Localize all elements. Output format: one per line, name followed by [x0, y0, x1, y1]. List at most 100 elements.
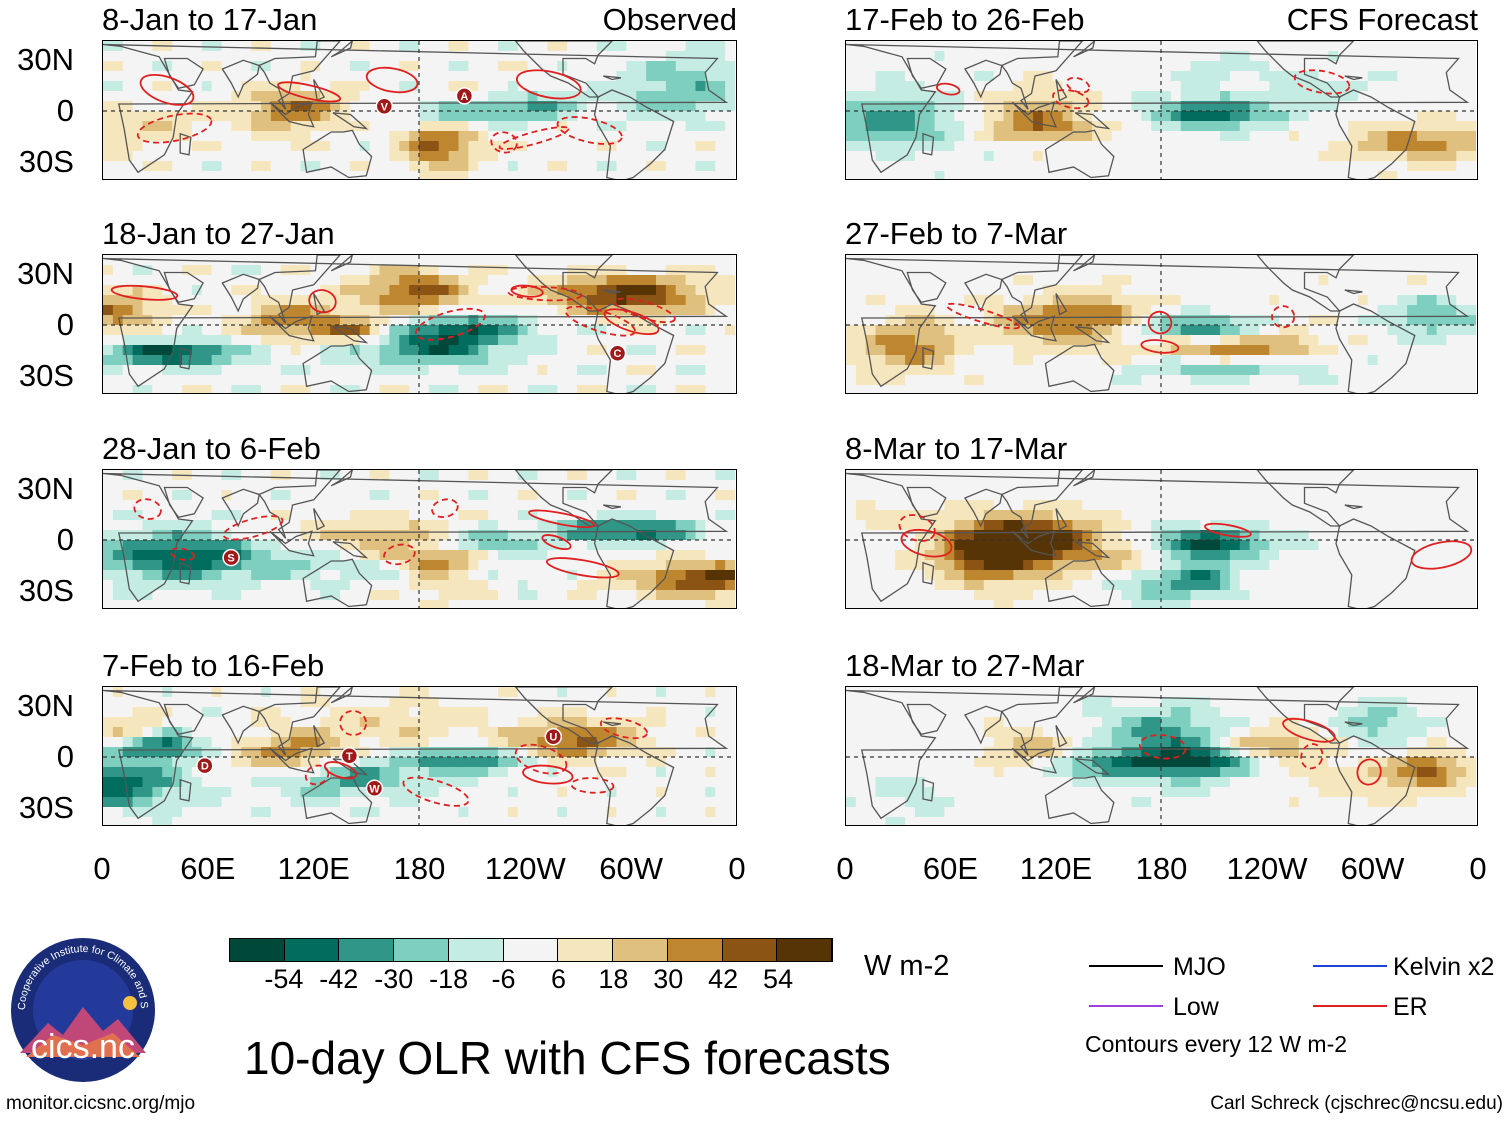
- lat-label: 30N: [17, 688, 74, 723]
- coastline: [1011, 315, 1058, 342]
- er-contour: [556, 116, 623, 145]
- coastline: [1000, 470, 1084, 539]
- coastline: [922, 346, 935, 370]
- coastline: [906, 57, 947, 90]
- coastline: [1044, 343, 1115, 393]
- lon-label: 0: [836, 851, 854, 886]
- coastline: [179, 778, 192, 802]
- coastline: [1074, 541, 1111, 559]
- coastline: [313, 725, 326, 748]
- er-contour: [1204, 522, 1252, 538]
- lat-label: 30S: [18, 573, 74, 608]
- coastline: [258, 687, 341, 756]
- coastline: [1335, 518, 1416, 608]
- coastline: [593, 735, 675, 825]
- storm-marker: [608, 344, 627, 362]
- coastline: [1000, 41, 1084, 110]
- er-contour: [133, 498, 162, 520]
- er-contour: [1065, 76, 1091, 94]
- olr-field: [103, 687, 735, 825]
- lon-label: 0: [93, 851, 111, 886]
- lat-label: 30N: [17, 471, 74, 506]
- olr-map: [846, 687, 1476, 825]
- olr-map: C: [103, 255, 735, 393]
- coastline: [332, 541, 369, 559]
- er-contour: [900, 528, 953, 558]
- er-contour: [1052, 89, 1090, 110]
- er-contour: [614, 297, 676, 324]
- storm-marker: [544, 727, 563, 746]
- er-contour: [304, 764, 330, 786]
- coastline: [906, 271, 947, 304]
- coastline: [269, 747, 315, 774]
- coastline: [922, 778, 935, 802]
- coastline: [221, 488, 260, 528]
- coastline: [1335, 89, 1416, 179]
- er-contour: [1356, 758, 1382, 786]
- coastline: [1335, 735, 1416, 825]
- coastline: [302, 558, 373, 608]
- er-contour: [1271, 305, 1296, 329]
- lat-label: 30S: [18, 144, 74, 179]
- coastline: [1055, 293, 1068, 316]
- colorbar-tick-label: -6: [491, 964, 516, 994]
- lon-label: 60W: [599, 851, 664, 886]
- lat-label: 0: [56, 739, 74, 774]
- coastline: [1011, 101, 1058, 128]
- coastline: [179, 561, 192, 585]
- er-contour: [599, 717, 648, 740]
- panel-title: 27-Feb to 7-Mar: [845, 216, 1068, 251]
- colorbar-tick-label: 6: [550, 964, 566, 994]
- coastline: [922, 132, 935, 156]
- coastline: [1256, 470, 1355, 527]
- coastline: [1344, 504, 1363, 510]
- storm-marker: [455, 87, 474, 105]
- coastline: [330, 41, 353, 58]
- coastline: [179, 132, 192, 156]
- coastline: [593, 518, 675, 608]
- coastline: [1073, 41, 1096, 58]
- coastline: [313, 508, 326, 531]
- coastline: [258, 255, 341, 324]
- colorbar: [229, 938, 833, 962]
- coastline: [906, 703, 947, 736]
- coastline: [964, 59, 1003, 99]
- coastline: [1044, 775, 1115, 825]
- panel-title: 28-Jan to 6-Feb: [102, 431, 321, 466]
- er-contour: [169, 547, 195, 561]
- colorbar-swatch: [558, 939, 614, 961]
- er-contour: [528, 509, 596, 529]
- coastline: [593, 89, 675, 179]
- coastline: [1074, 112, 1111, 130]
- lat-label: 0: [56, 307, 74, 342]
- er-contour: [110, 284, 179, 301]
- panel-title: 7-Feb to 16-Feb: [102, 648, 325, 683]
- legend-label-kelvin: Kelvin x2: [1393, 953, 1495, 981]
- coastline: [603, 75, 622, 81]
- lon-label: 120W: [1226, 851, 1308, 886]
- cics-logo-graphic: Cooperative Institute for Climate and Sa…: [5, 926, 155, 1082]
- legend-label-low: Low: [1173, 993, 1219, 1021]
- er-contour: [522, 764, 574, 785]
- forecast-label: CFS Forecast: [1286, 2, 1478, 37]
- panel-title: 18-Mar to 27-Mar: [845, 648, 1085, 683]
- coastline: [330, 687, 353, 704]
- colorbar-swatch: [230, 939, 285, 961]
- legend-label-mjo: MJO: [1173, 953, 1226, 981]
- storm-marker-letter: S: [227, 553, 234, 565]
- er-contour: [510, 284, 544, 298]
- lat-label: 0: [56, 522, 74, 557]
- panel-title: 8-Jan to 17-Jan: [102, 2, 318, 37]
- legend-line-low: [1089, 1005, 1163, 1007]
- coastline: [163, 486, 204, 519]
- cics-logo: Cooperative Institute for Climate and Sa…: [5, 926, 158, 1085]
- legend-line-er: [1313, 1005, 1387, 1007]
- coastline: [1073, 255, 1096, 272]
- er-contour: [490, 131, 518, 154]
- er-contour: [1140, 339, 1180, 354]
- er-contour: [603, 308, 660, 336]
- coastline: [922, 561, 935, 585]
- coastline: [221, 705, 260, 745]
- olr-map: S: [103, 470, 735, 608]
- coastline: [1055, 725, 1068, 748]
